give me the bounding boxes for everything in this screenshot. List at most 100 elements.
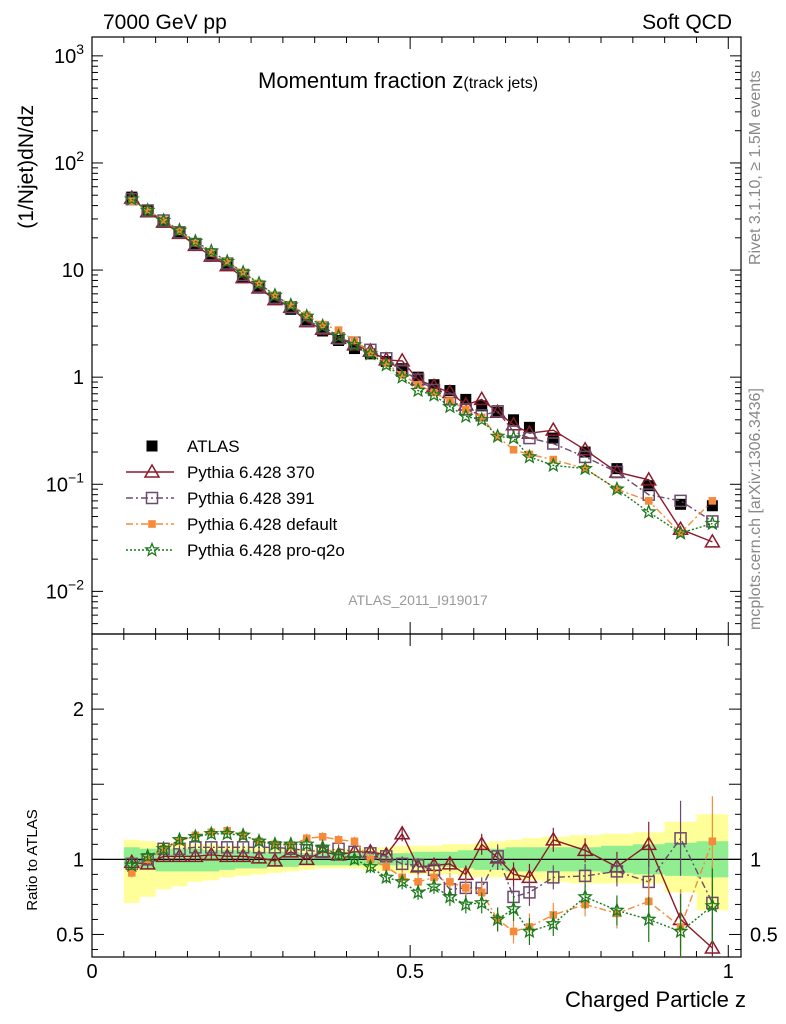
ratio-point-pdefault bbox=[477, 888, 486, 897]
header-left: 7000 GeV pp bbox=[103, 11, 227, 34]
legend-marker-pq2o bbox=[144, 541, 160, 557]
data-point-atlas bbox=[611, 463, 623, 475]
ratio-point-p391 bbox=[491, 850, 504, 863]
ratio-point-pq2o bbox=[410, 884, 426, 900]
ratio-point-pdefault bbox=[446, 878, 454, 886]
data-point-atlas bbox=[508, 414, 520, 426]
data-point-p370 bbox=[544, 421, 562, 436]
ratio-point-p370 bbox=[393, 825, 411, 840]
ratio-point-pq2o bbox=[123, 857, 140, 873]
data-point-p391 bbox=[443, 393, 457, 406]
ratio-point-pq2o bbox=[505, 900, 522, 916]
ratio-point-p391 bbox=[205, 841, 218, 854]
ratio-point-p391 bbox=[674, 832, 687, 845]
ratio-y-tick-label: 2 bbox=[73, 699, 84, 721]
ratio-point-p391 bbox=[189, 841, 202, 854]
legend-label-pdefault: Pythia 6.428 default bbox=[187, 515, 338, 534]
ratio-frame bbox=[91, 633, 742, 958]
ratio-point-pq2o bbox=[203, 825, 220, 841]
ratio-point-pq2o bbox=[362, 858, 379, 874]
ratio-point-pq2o bbox=[394, 873, 411, 889]
ratio-point-pq2o bbox=[442, 888, 458, 904]
data-point-atlas bbox=[412, 371, 424, 383]
data-point-pdefault bbox=[143, 206, 152, 215]
data-point-p391 bbox=[173, 226, 186, 239]
data-point-pq2o bbox=[235, 264, 252, 280]
ratio-point-pq2o bbox=[378, 869, 395, 885]
ratio-point-p391 bbox=[220, 841, 234, 854]
data-point-pq2o bbox=[155, 212, 172, 228]
ratio-point-p391 bbox=[523, 886, 536, 899]
data-point-p370 bbox=[640, 471, 658, 486]
data-point-pq2o bbox=[394, 368, 411, 384]
ratio-point-pq2o bbox=[473, 894, 490, 910]
ratio-point-pq2o bbox=[330, 846, 347, 862]
ratio-point-pq2o bbox=[609, 902, 625, 918]
mcplots-label: mcplots.cern.ch [arXiv:1306.3436] bbox=[747, 388, 764, 630]
data-point-pdefault bbox=[644, 497, 653, 505]
ratio-point-pq2o bbox=[426, 878, 442, 894]
ratio-point-pdefault bbox=[462, 884, 470, 892]
ratio-point-pq2o bbox=[457, 896, 474, 912]
ratio-point-p370 bbox=[202, 846, 220, 861]
ratio-point-pdefault bbox=[318, 833, 327, 841]
data-point-pq2o bbox=[123, 190, 140, 206]
data-point-pdefault bbox=[382, 359, 391, 368]
ratio-point-p391 bbox=[547, 871, 560, 884]
ratio-point-pq2o bbox=[251, 833, 267, 849]
data-point-p391 bbox=[674, 494, 687, 508]
ratio-point-p370 bbox=[544, 831, 562, 846]
ratio-point-p370 bbox=[171, 847, 188, 863]
ratio-y-tick-label-right: 1 bbox=[750, 849, 761, 871]
legend-label-pq2o: Pythia 6.428 pro-q2o bbox=[187, 541, 345, 560]
data-point-pdefault bbox=[287, 301, 295, 309]
data-point-pdefault bbox=[366, 348, 375, 357]
ratio-point-pdefault bbox=[382, 863, 391, 871]
data-point-pdefault bbox=[223, 257, 232, 266]
ratio-point-pq2o bbox=[267, 836, 283, 852]
ratio-point-pq2o bbox=[521, 923, 538, 939]
data-point-pq2o bbox=[442, 398, 458, 414]
legend-label-p391: Pythia 6.428 391 bbox=[187, 489, 315, 508]
ratio-y-tick-label: 0.5 bbox=[56, 924, 84, 946]
ratio-y-tick-label-right: 0.5 bbox=[750, 924, 778, 946]
data-point-p391 bbox=[459, 403, 473, 416]
data-point-pq2o bbox=[704, 515, 721, 531]
data-point-pq2o bbox=[489, 428, 506, 444]
ratio-point-pq2o bbox=[314, 839, 331, 855]
data-point-atlas bbox=[675, 498, 687, 510]
data-point-pq2o bbox=[505, 429, 522, 445]
data-point-pq2o bbox=[298, 308, 315, 324]
ratio-point-pdefault bbox=[127, 869, 136, 877]
data-point-pdefault bbox=[493, 432, 502, 441]
ratio-point-pq2o bbox=[577, 888, 593, 904]
y-tick-label: 10−1 bbox=[46, 469, 84, 496]
data-point-pq2o bbox=[426, 386, 442, 402]
ratio-point-pq2o bbox=[298, 836, 315, 852]
data-point-atlas bbox=[126, 191, 138, 203]
ratio-point-p370 bbox=[473, 835, 491, 851]
data-point-pq2o bbox=[187, 233, 204, 249]
legend-label-p370: Pythia 6.428 370 bbox=[187, 463, 315, 482]
data-point-pq2o bbox=[282, 296, 299, 312]
ratio-ylabel: Ratio to ATLAS bbox=[24, 809, 41, 910]
x-axis-label: Charged Particle z bbox=[565, 987, 746, 1012]
ratio-point-pq2o bbox=[155, 840, 172, 856]
ratio-point-pq2o bbox=[640, 911, 657, 927]
data-point-pq2o bbox=[640, 503, 657, 519]
series-pq2o bbox=[123, 190, 721, 540]
data-point-pq2o bbox=[545, 457, 562, 473]
data-point-atlas bbox=[643, 480, 655, 492]
legend-marker-atlas bbox=[146, 440, 158, 452]
data-point-p370 bbox=[704, 533, 721, 548]
data-point-pq2o bbox=[314, 317, 331, 333]
ratio-point-pdefault bbox=[708, 837, 717, 846]
ratio-point-p370 bbox=[640, 835, 658, 851]
main-title: Momentum fraction z(track jets) bbox=[258, 68, 538, 93]
data-point-p391 bbox=[189, 237, 202, 251]
data-point-pq2o bbox=[330, 328, 347, 344]
data-point-p370 bbox=[473, 390, 491, 406]
x-tick-label: 1 bbox=[723, 961, 734, 983]
